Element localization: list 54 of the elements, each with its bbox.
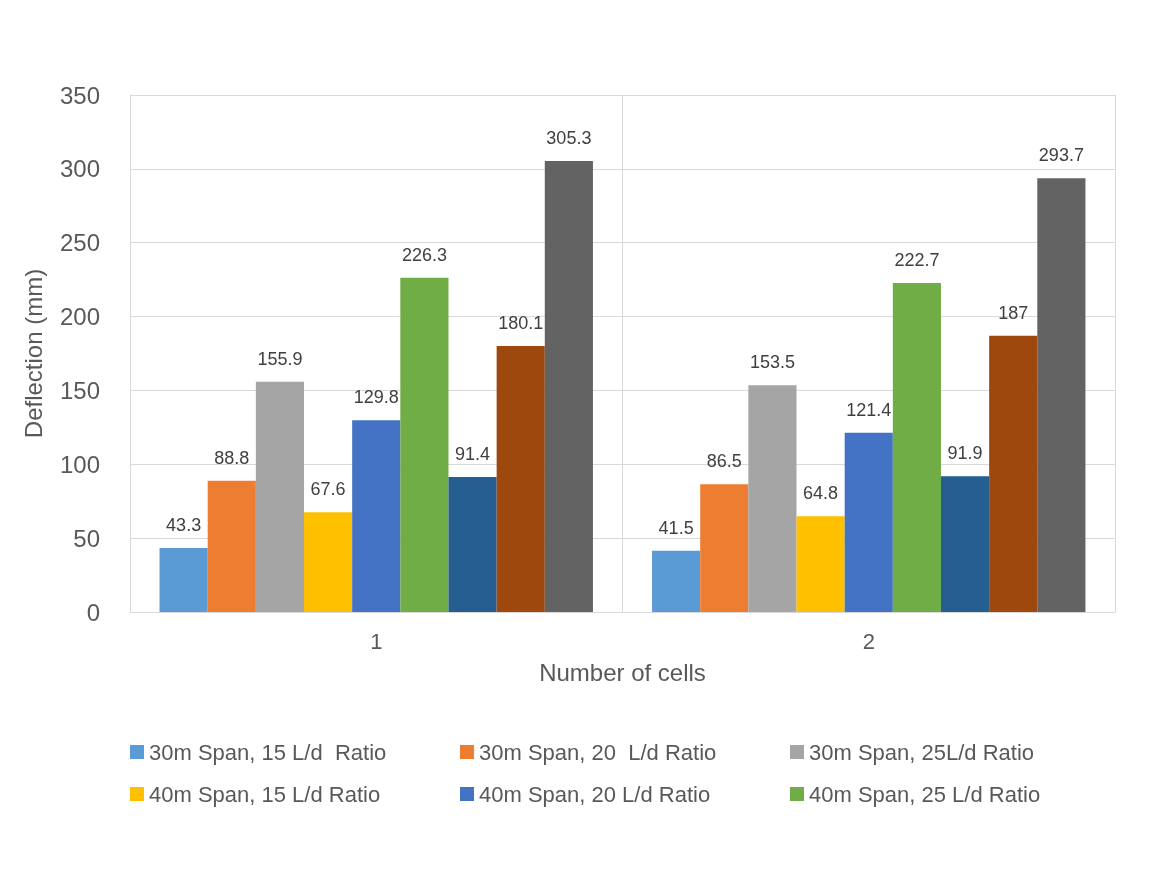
bar — [400, 277, 449, 612]
bar — [544, 161, 593, 612]
bar — [989, 335, 1038, 612]
legend-label: 40m Span, 20 L/d Ratio — [479, 781, 711, 807]
x-axis-title: Number of cells — [539, 658, 706, 686]
data-label: 121.4 — [846, 399, 892, 420]
data-label: 153.5 — [749, 352, 795, 373]
bar — [700, 484, 749, 612]
bar — [844, 432, 893, 612]
bar — [652, 550, 701, 612]
y-tick-label: 300 — [59, 155, 100, 183]
bar — [748, 385, 797, 612]
data-label: 67.6 — [310, 479, 346, 500]
y-axis-title: Deflection (mm) — [19, 268, 47, 439]
data-label: 129.8 — [353, 387, 399, 408]
x-tick-label: 1 — [370, 628, 383, 654]
data-label: 222.7 — [894, 250, 940, 271]
legend-label: 40m Span, 25 L/d Ratio — [809, 781, 1041, 807]
data-label: 43.3 — [166, 515, 202, 536]
bar — [796, 516, 845, 612]
bar — [255, 381, 305, 612]
legend-label: 30m Span, 15 L/d Ratio — [149, 739, 387, 765]
data-label: 88.8 — [214, 447, 250, 468]
bar — [207, 480, 256, 612]
bar — [159, 548, 208, 612]
x-tick-label: 2 — [862, 628, 875, 654]
y-tick-label: 100 — [59, 450, 100, 478]
y-tick-label: 250 — [59, 229, 100, 257]
bar — [448, 476, 497, 612]
data-label: 187 — [998, 302, 1029, 323]
data-label: 86.5 — [706, 451, 742, 472]
bar — [352, 420, 401, 612]
data-label: 305.3 — [546, 128, 592, 149]
bar — [304, 512, 353, 612]
data-label: 226.3 — [401, 244, 447, 265]
y-tick-label: 200 — [59, 303, 100, 331]
data-label: 180.1 — [498, 312, 544, 333]
legend-label: 30m Span, 20 L/d Ratio — [479, 739, 717, 765]
y-tick-label: 50 — [73, 524, 100, 552]
bar — [940, 476, 990, 612]
y-tick-label: 150 — [59, 376, 100, 404]
legend-label: 30m Span, 25L/d Ratio — [809, 739, 1035, 765]
legend-label: 40m Span, 15 L/d Ratio — [149, 781, 381, 807]
data-label: 41.5 — [658, 517, 694, 538]
bar — [496, 345, 545, 612]
data-label: 293.7 — [1038, 145, 1084, 166]
data-label: 155.9 — [257, 348, 303, 369]
data-label: 91.9 — [947, 443, 983, 464]
y-tick-label: 0 — [86, 598, 100, 626]
data-label: 64.8 — [803, 483, 839, 504]
bar — [1037, 178, 1086, 612]
data-label: 91.4 — [455, 443, 491, 464]
bar — [892, 283, 941, 612]
y-tick-label: 350 — [59, 81, 100, 109]
